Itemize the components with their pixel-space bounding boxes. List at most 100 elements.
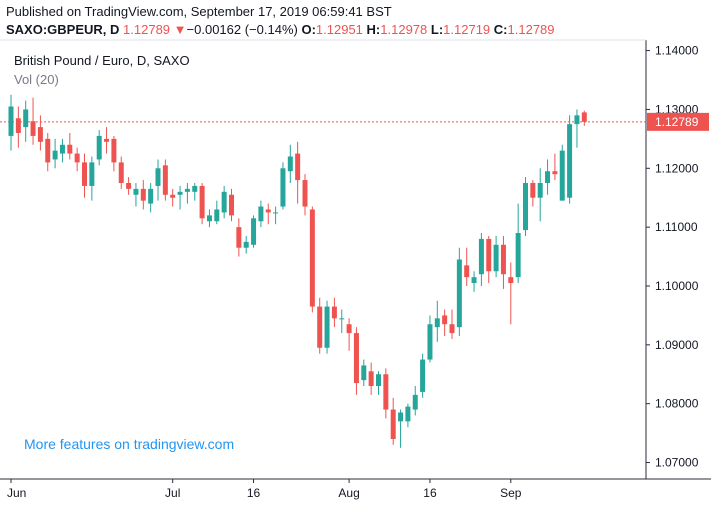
- x-tick-label: Sep: [500, 486, 522, 500]
- candle: [545, 159, 551, 195]
- y-tick-label: 1.14000: [655, 44, 699, 58]
- candle: [192, 182, 198, 201]
- promo-link[interactable]: More features on tradingview.com: [24, 436, 234, 452]
- y-tick-label: 1.12000: [655, 161, 699, 175]
- candle: [537, 168, 543, 222]
- low-label: L:: [430, 22, 444, 37]
- candle-body: [324, 306, 330, 348]
- candle-body: [67, 144, 73, 154]
- candle-body: [420, 359, 426, 392]
- candle: [273, 206, 279, 225]
- candle: [420, 353, 426, 398]
- candle: [280, 162, 286, 210]
- candle: [515, 203, 521, 284]
- candle: [258, 200, 264, 228]
- x-tick-label: 16: [247, 486, 261, 500]
- candle-body: [82, 162, 87, 186]
- candle-body: [30, 121, 36, 136]
- candle: [478, 233, 484, 286]
- published-text: Published on TradingView.com, September …: [6, 4, 392, 19]
- candle: [500, 235, 506, 289]
- candle: [52, 138, 58, 169]
- candle-body: [567, 124, 573, 198]
- y-tick-label: 1.11000: [655, 220, 698, 234]
- candle-body: [390, 409, 396, 439]
- candle: [434, 300, 440, 342]
- candle: [162, 159, 168, 201]
- candle-body: [258, 206, 264, 222]
- candle: [15, 106, 21, 148]
- candle-body: [515, 233, 521, 278]
- candle: [170, 188, 176, 207]
- candle-body: [405, 406, 411, 422]
- candle: [552, 153, 558, 181]
- x-tick-label: Jul: [165, 486, 180, 500]
- candle-body: [170, 194, 176, 198]
- candle-body: [192, 185, 198, 192]
- volume-indicator-label[interactable]: Vol (20): [14, 72, 59, 87]
- candle: [390, 397, 396, 445]
- candle-body: [339, 318, 345, 320]
- candle-body: [133, 188, 139, 195]
- candle: [464, 247, 470, 286]
- candle-body: [464, 265, 470, 278]
- candle-body: [199, 185, 205, 219]
- candle: [383, 368, 389, 419]
- candle-body: [8, 106, 14, 136]
- candle: [221, 185, 227, 219]
- candle: [486, 235, 492, 284]
- candle: [339, 309, 345, 334]
- chart-grid: [0, 39, 711, 480]
- candle: [449, 309, 455, 339]
- candle-body: [309, 209, 315, 307]
- candle-body: [574, 115, 580, 125]
- last-price-label: 1.12789: [655, 115, 699, 129]
- price-axis[interactable]: 1.07000 1.08000 1.09000 1.10000 1.11000 1.120…: [646, 44, 709, 470]
- candle: [287, 144, 293, 183]
- candle: [89, 156, 95, 201]
- candle: [251, 215, 257, 248]
- candle-body: [434, 318, 440, 328]
- candle-body: [346, 324, 352, 334]
- candle: [427, 315, 433, 363]
- candle: [104, 127, 110, 154]
- candle-body: [361, 365, 367, 381]
- last-price: 1.12789: [123, 22, 171, 37]
- y-tick-label: 1.07000: [655, 456, 699, 470]
- candle: [324, 300, 330, 354]
- time-axis[interactable]: Jun Jul 16 Aug 16 Sep: [7, 479, 522, 500]
- chart-legend-title: British Pound / Euro, D, SAXO: [14, 53, 190, 68]
- down-arrow-icon: ▼: [173, 22, 187, 37]
- candle-body: [118, 162, 124, 183]
- open-label: O:: [301, 22, 316, 37]
- high-label: H:: [366, 22, 381, 37]
- candle-body: [500, 244, 506, 275]
- candles-layer: [8, 94, 587, 448]
- candle-body: [427, 324, 433, 360]
- candle: [45, 132, 51, 172]
- candle: [206, 209, 212, 228]
- candle-body: [140, 188, 146, 201]
- candle: [574, 109, 580, 148]
- candle: [243, 235, 249, 254]
- candle: [133, 182, 139, 207]
- candle: [398, 409, 404, 448]
- candle: [353, 327, 359, 395]
- candle: [559, 144, 565, 201]
- candle-body: [317, 306, 323, 348]
- candle: [67, 132, 73, 160]
- candle-body: [23, 109, 29, 128]
- candle-body: [353, 333, 359, 384]
- candle-body: [243, 241, 249, 248]
- candle-body: [295, 153, 301, 181]
- candle-body: [368, 371, 374, 387]
- candle-body: [206, 215, 212, 222]
- candle: [126, 177, 132, 195]
- candle-body: [471, 277, 477, 284]
- candle: [508, 262, 514, 325]
- candle: [567, 115, 573, 204]
- candle: [37, 115, 43, 151]
- candle: [471, 271, 477, 292]
- candle: [361, 359, 367, 387]
